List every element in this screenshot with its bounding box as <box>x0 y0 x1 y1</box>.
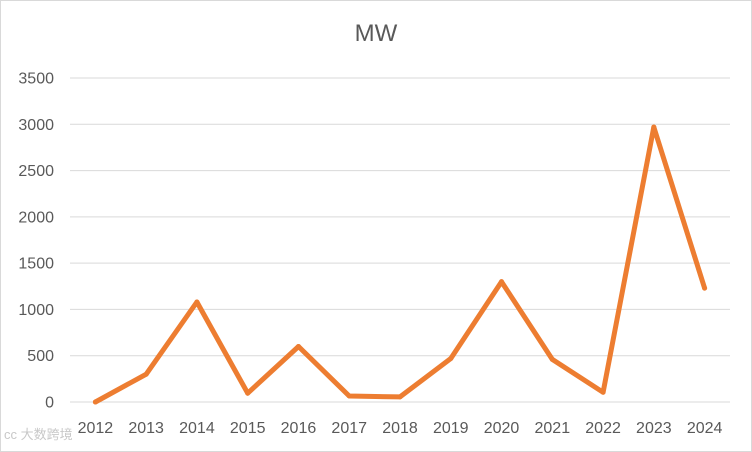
x-tick-label: 2015 <box>230 420 266 437</box>
data-point-2021 <box>549 356 555 362</box>
data-point-2019 <box>448 355 454 361</box>
x-tick-label: 2024 <box>687 420 723 437</box>
x-tick-label: 2020 <box>484 420 520 437</box>
data-point-2024 <box>702 285 708 291</box>
y-axis: 0 500 1000 1500 2000 2500 3000 3500 <box>18 71 54 412</box>
series-line-0 <box>92 124 708 405</box>
data-point-2012 <box>92 399 98 405</box>
x-tick-label: 2012 <box>78 420 114 437</box>
y-tick-label: 2000 <box>18 209 54 226</box>
y-tick-label: 500 <box>27 348 54 365</box>
y-tick-label: 1500 <box>18 256 54 273</box>
y-tick-label: 2500 <box>18 163 54 180</box>
data-point-2017 <box>346 393 352 399</box>
data-point-2022 <box>600 389 606 395</box>
x-tick-label: 2022 <box>585 420 621 437</box>
x-tick-label: 2018 <box>382 420 418 437</box>
data-point-2016 <box>295 343 301 349</box>
y-tick-label: 1000 <box>18 302 54 319</box>
y-tick-label: 3000 <box>18 117 54 134</box>
data-point-2023 <box>651 124 657 130</box>
x-tick-label: 2019 <box>433 420 469 437</box>
data-point-2013 <box>143 371 149 377</box>
y-tick-label: 3500 <box>18 71 54 88</box>
chart-title: MW <box>354 20 398 47</box>
x-tick-label: 2013 <box>128 420 164 437</box>
x-tick-label: 2023 <box>636 420 672 437</box>
x-axis: 2012 2013 2014 2015 2016 2017 2018 2019 2020 2021… <box>78 420 723 437</box>
data-point-2020 <box>499 279 505 285</box>
data-point-2014 <box>194 299 200 305</box>
y-tick-label: 0 <box>45 395 54 412</box>
x-tick-label: 2016 <box>281 420 317 437</box>
data-point-2015 <box>245 390 251 396</box>
x-tick-label: 2017 <box>331 420 367 437</box>
data-point-2018 <box>397 394 403 400</box>
x-tick-label: 2014 <box>179 420 215 437</box>
x-tick-label: 2021 <box>535 420 571 437</box>
watermark: cc 大数跨境 <box>4 427 73 442</box>
series-layer <box>92 124 708 405</box>
